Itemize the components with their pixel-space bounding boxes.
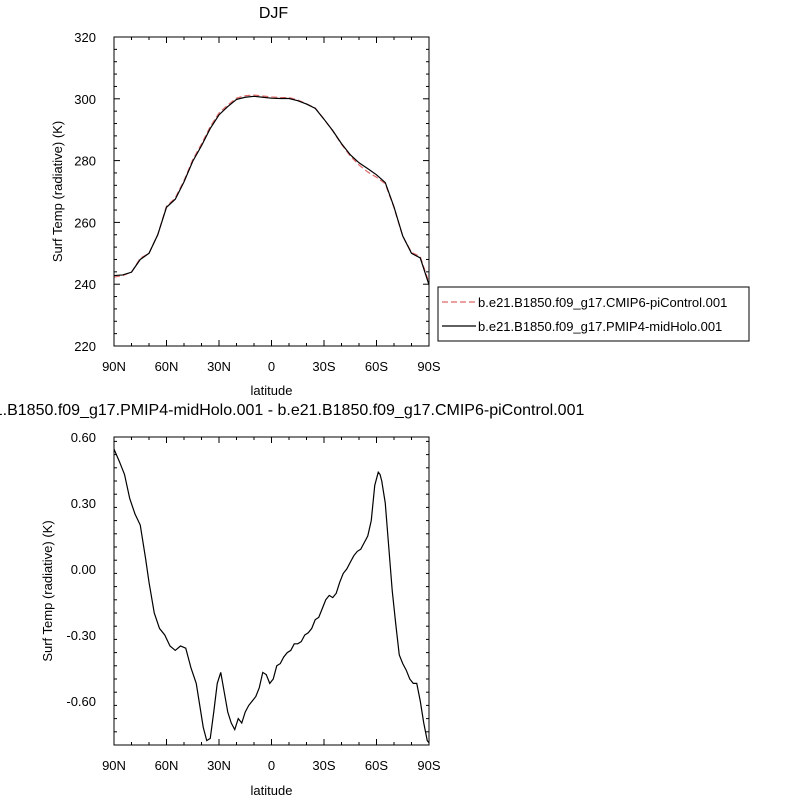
chart-panel-bottom: 90N 60N 30N 0 30S 60S 90S -0.60 -0.30 0.00 0.30 0.6… xyxy=(0,402,584,798)
x-tick-label: 60N xyxy=(155,758,179,773)
y-tick-label: 0.00 xyxy=(71,562,96,577)
x-tick-label: 0 xyxy=(268,359,275,374)
y-tick-label: 220 xyxy=(74,339,96,354)
chart-title: DJF xyxy=(259,5,289,22)
y-tick-label: 0.60 xyxy=(71,430,96,445)
series-line-1-2 xyxy=(114,95,429,286)
y-tick-label: 300 xyxy=(74,92,96,107)
x-tick-label: 60S xyxy=(365,758,388,773)
x-tick-label: 90N xyxy=(102,359,126,374)
x-axis-label: latitude xyxy=(251,783,293,798)
x-tick-label: 90N xyxy=(102,758,126,773)
y-tick-label: 0.30 xyxy=(71,496,96,511)
plot-frame-1 xyxy=(113,36,430,347)
legend-box xyxy=(437,286,750,342)
y-axis-label: Surf Temp (radiative) (K) xyxy=(50,121,65,262)
x-tick-label: 60N xyxy=(155,359,179,374)
legend-entry-1: b.e21.B1850.f09_g17.CMIP6-piControl.001 xyxy=(478,295,727,310)
legend-entry-2: b.e21.B1850.f09_g17.PMIP4-midHolo.001 xyxy=(478,319,722,334)
x-tick-label: 90S xyxy=(417,758,440,773)
series-line-1-1 xyxy=(114,94,429,283)
x-axis-label: latitude xyxy=(251,383,293,398)
chart-legend: b.e21.B1850.f09_g17.CMIP6-piControl.001b… xyxy=(437,286,750,342)
y-tick-label: 320 xyxy=(74,30,96,45)
y-axis-label: Surf Temp (radiative) (K) xyxy=(40,520,55,661)
x-tick-label: 30N xyxy=(207,359,231,374)
x-tick-label: 90S xyxy=(417,359,440,374)
y-tick-label: 240 xyxy=(74,277,96,292)
x-tick-label: 30S xyxy=(312,359,335,374)
x-tick-label: 60S xyxy=(365,359,388,374)
series-line-2-1 xyxy=(114,448,429,744)
y-tick-label: -0.60 xyxy=(66,694,96,709)
y-tick-label: -0.30 xyxy=(66,628,96,643)
x-tick-label: 0 xyxy=(268,758,275,773)
y-tick-label: 260 xyxy=(74,215,96,230)
x-tick-label: 30S xyxy=(312,758,335,773)
chart-panel-top: 90N 60N 30N 0 30S 60S 90S 220 240 260 280 300 320 DJF… xyxy=(50,5,441,398)
x-tick-label: 30N xyxy=(207,758,231,773)
y-tick-label: 280 xyxy=(74,154,96,169)
chart-title: b.e21.B1850.f09_g17.PMIP4-midHolo.001 - … xyxy=(0,402,584,419)
